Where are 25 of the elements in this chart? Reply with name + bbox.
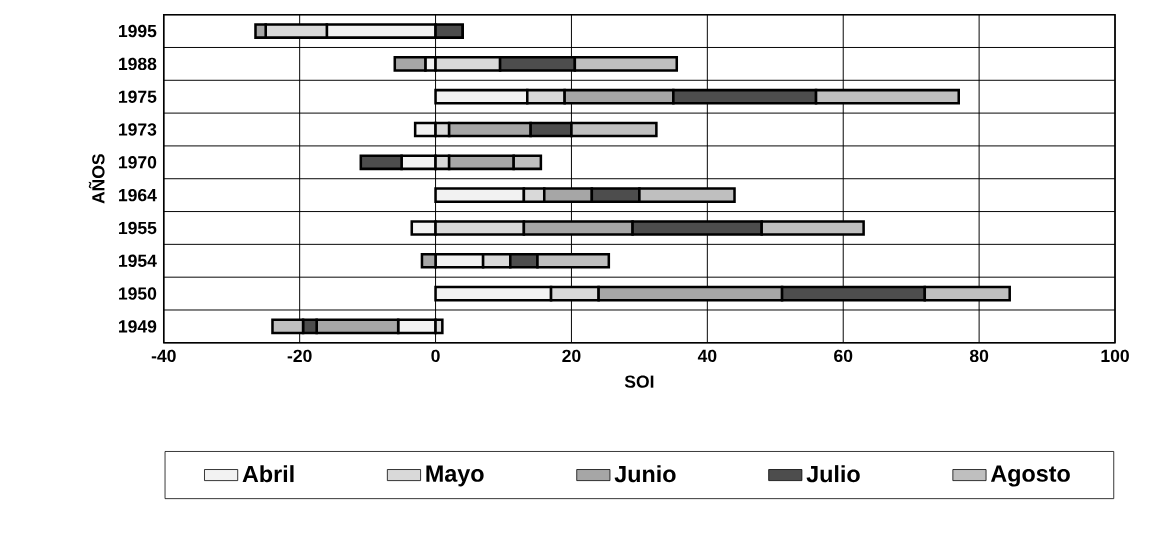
y-tick-label: 1988 [119, 57, 157, 71]
y-axis-title: AÑOS [88, 154, 105, 204]
x-axis-title: SOI [624, 375, 654, 388]
x-tick-label: 20 [562, 349, 581, 363]
legend-label: Junio [614, 465, 676, 483]
y-tick-label: 1949 [119, 320, 157, 333]
y-tick-label: 1995 [119, 24, 157, 38]
x-tick-label: 40 [697, 349, 717, 363]
legend-label: Julio [806, 465, 860, 483]
x-tick-label: 80 [969, 349, 989, 363]
y-tick-label: 1955 [119, 221, 157, 235]
y-tick-label: 1970 [119, 156, 157, 169]
x-tick-label: 0 [431, 349, 440, 363]
x-tick-label: 100 [1101, 349, 1129, 363]
y-tick-label: 1954 [119, 254, 157, 267]
y-tick-label: 1964 [119, 188, 157, 202]
legend-label: Agosto [990, 465, 1070, 487]
legend-label: Mayo [426, 465, 484, 487]
y-tick-label: 1950 [119, 287, 157, 300]
y-tick-label: 1975 [119, 90, 157, 103]
x-tick-label: -20 [287, 349, 312, 363]
legend-label: Abril [242, 465, 294, 483]
y-tick-label: 1973 [119, 123, 157, 136]
x-tick-label: 60 [834, 349, 853, 363]
x-tick-label: -40 [151, 349, 176, 363]
